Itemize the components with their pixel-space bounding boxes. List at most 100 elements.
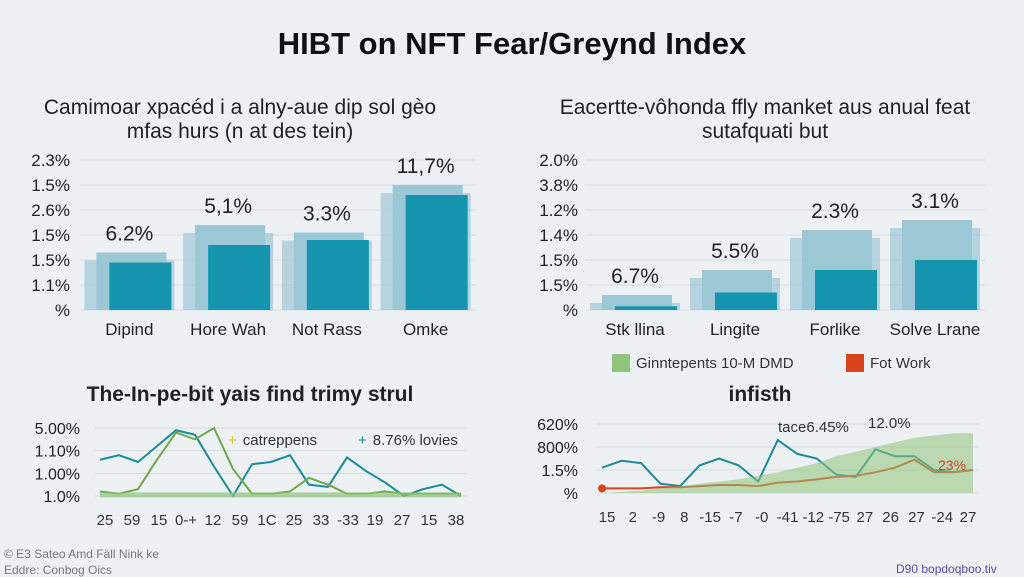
- bar-dark: [715, 292, 777, 310]
- x-tick-label: 27: [394, 512, 411, 529]
- y-tick-label: 1.5%: [31, 226, 70, 245]
- page-title: HIBT on NFT Fear/Greynd Index: [277, 26, 747, 61]
- y-tick-label: %: [564, 486, 578, 503]
- x-category-label: Not Rass: [292, 320, 362, 339]
- x-tick-label: -0: [755, 509, 768, 526]
- annotation: tace6.45%: [778, 419, 849, 436]
- x-category-label: Lingite: [710, 320, 760, 339]
- x-tick-label: 59: [232, 512, 249, 529]
- y-tick-label: 1.5%: [539, 251, 578, 270]
- x-category-label: Omke: [403, 320, 448, 339]
- chart4-title: infisth: [728, 383, 792, 406]
- plus-icon: +: [228, 432, 237, 449]
- x-tick-label: -41: [777, 509, 799, 526]
- legend-item-green: Ginntepents 10-M DMD: [612, 354, 794, 372]
- y-tick-label: 2.3%: [31, 151, 70, 170]
- y-tick-label: 2.0%: [539, 151, 578, 170]
- x-tick-label: 27: [857, 509, 874, 526]
- x-tick-label: -12: [802, 509, 824, 526]
- x-tick-label: 38: [448, 512, 465, 529]
- x-tick-label: 19: [367, 512, 384, 529]
- y-tick-label: 1.4%: [539, 226, 578, 245]
- legend-swatch-red: [846, 354, 864, 372]
- x-tick-label: -24: [931, 509, 953, 526]
- x-tick-label: 25: [97, 512, 114, 529]
- y-tick-label: %: [55, 301, 70, 320]
- legend-item-catreppens: + catreppens: [228, 432, 317, 449]
- y-tick-label: 2.6%: [31, 201, 70, 220]
- annotation: 23%: [938, 457, 966, 473]
- legend-item-red: Fot Work: [846, 354, 931, 372]
- x-tick-label: 25: [286, 512, 303, 529]
- legend-swatch-green: [612, 354, 630, 372]
- x-tick-label: 26: [882, 509, 899, 526]
- x-tick-label: 1C: [257, 512, 276, 529]
- chart1-title: Camimoar xpacéd i a alny-aue dip sol gèo…: [43, 96, 437, 143]
- y-tick-label: %: [563, 301, 578, 320]
- chart3-title: The-In-pe-bit yais find trimy strul: [86, 383, 414, 406]
- x-tick-label: -15: [699, 509, 721, 526]
- x-tick-label: 12: [205, 512, 222, 529]
- x-tick-label: 27: [908, 509, 925, 526]
- data-label: 3.3%: [303, 203, 351, 226]
- footer-credit: © E3 Sateo Amd Fäll Nink ke: [4, 547, 159, 561]
- x-tick-label: 59: [124, 512, 141, 529]
- series-marker: [598, 484, 606, 493]
- x-tick-label: -75: [828, 509, 850, 526]
- y-tick-label: 1.5%: [539, 276, 578, 295]
- area-series-green: [602, 433, 973, 493]
- x-tick-label: 27: [960, 509, 977, 526]
- data-label: 6.7%: [611, 265, 659, 288]
- x-tick-label: 0-+: [175, 512, 197, 529]
- y-tick-label: 5.00%: [35, 421, 80, 438]
- data-label: 6.2%: [105, 223, 153, 246]
- x-category-label: Forlike: [809, 320, 860, 339]
- x-tick-label: 2: [629, 509, 637, 526]
- data-label: 5.5%: [711, 240, 759, 263]
- legend-label: catreppens: [242, 432, 317, 449]
- y-tick-label: 1.5%: [542, 463, 578, 480]
- x-category-label: Solve Lrane: [890, 320, 981, 339]
- y-tick-label: 1.5%: [31, 176, 70, 195]
- y-tick-label: 1.5%: [31, 251, 70, 270]
- legend-item-lovies: + 8.76% lovies: [358, 432, 458, 449]
- bar-dark: [815, 270, 877, 310]
- footer-link[interactable]: D90 bopdoqboo.tiv: [896, 562, 997, 576]
- x-category-label: Hore Wah: [190, 320, 266, 339]
- bar-dark: [405, 195, 468, 310]
- x-tick-label: 15: [151, 512, 168, 529]
- x-tick-label: 15: [599, 509, 616, 526]
- bar-dark: [915, 260, 977, 310]
- y-tick-label: 3.8%: [539, 176, 578, 195]
- legend-label: Ginntepents 10-M DMD: [636, 354, 794, 372]
- y-tick-label: 1.0%: [44, 489, 80, 506]
- x-category-label: Stk llina: [605, 320, 665, 339]
- x-tick-label: 8: [680, 509, 688, 526]
- footer-source: Eddre: Conbog Oics: [4, 563, 113, 577]
- x-tick-label: 33: [313, 512, 330, 529]
- data-label: 5,1%: [204, 195, 252, 218]
- bar-dark: [109, 262, 172, 310]
- y-tick-label: 620%: [537, 417, 578, 434]
- y-tick-label: 1.10%: [35, 444, 80, 461]
- annotation: 12.0%: [868, 415, 911, 432]
- data-label: 2.3%: [811, 200, 859, 223]
- x-tick-label: -9: [652, 509, 665, 526]
- legend-label: 8.76% lovies: [372, 432, 458, 449]
- x-category-label: Dipind: [105, 320, 153, 339]
- data-label: 11,7%: [397, 155, 455, 178]
- bar-dark: [306, 240, 369, 310]
- chart2-title: Eacertte-vôhonda ffly manket aus anual f…: [559, 96, 971, 143]
- data-label: 3.1%: [911, 190, 959, 213]
- y-tick-label: 1.2%: [539, 201, 578, 220]
- y-tick-label: 1.00%: [35, 466, 80, 483]
- line-series-green: [99, 426, 461, 495]
- legend-label: Fot Work: [870, 354, 931, 372]
- y-tick-label: 1.1%: [31, 276, 70, 295]
- bar-dark: [615, 306, 677, 310]
- y-tick-label: 800%: [537, 440, 578, 457]
- x-tick-label: -7: [729, 509, 742, 526]
- bar-dark: [208, 245, 271, 310]
- x-tick-label: -33: [337, 512, 359, 529]
